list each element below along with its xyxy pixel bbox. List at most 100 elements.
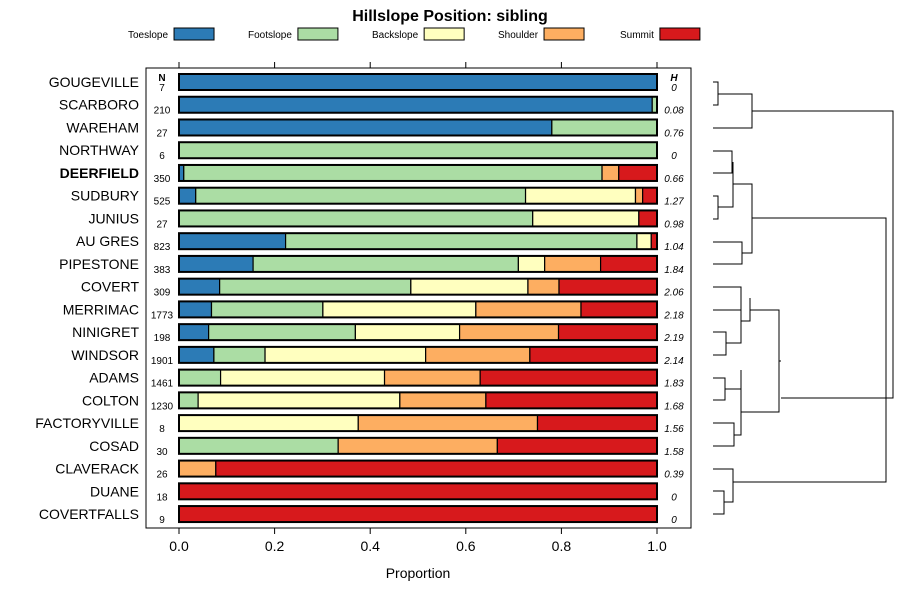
bar-sudbury-summit [642,187,658,205]
legend-label-summit: Summit [620,30,654,41]
category-label-covert: COVERT [81,279,140,295]
n-value: 198 [154,333,171,344]
category-label-au-gres: AU GRES [76,233,139,249]
h-value: 1.58 [664,447,684,458]
bar-adams-summit [479,369,658,387]
x-tick-label: 0.2 [265,538,285,554]
bar-outline-scarboro [178,95,658,114]
bar-factoryville-backslope [178,414,359,432]
dendrogram-branch [713,81,719,106]
legend-label-toeslope: Toeslope [128,30,168,41]
bar-cosad-shoulder [337,437,498,455]
category-label-scarboro: SCARBORO [59,97,139,113]
bar-junius-backslope [532,209,640,228]
bar-windsor-summit [529,346,658,364]
dendrogram [713,81,894,515]
bar-ninigret-shoulder [458,323,560,341]
x-axis-label: Proportion [386,565,451,581]
h-value: 1.84 [664,265,684,276]
bar-northway-footslope [178,141,658,159]
h-value: 0 [671,515,677,526]
bar-claverack-summit [215,459,658,478]
bar-factoryville-shoulder [357,414,539,432]
bar-pipestone-footslope [252,255,519,273]
h-value: 0 [671,492,677,503]
dendrogram-branch [713,490,725,515]
bar-colton-shoulder [399,391,487,409]
category-label-wareham: WAREHAM [66,119,139,135]
category-label-cosad: COSAD [89,438,139,454]
n-value: 1230 [151,401,174,412]
bar-ninigret-summit [557,323,658,341]
bar-outline-deerfield [178,163,658,182]
bar-outline-covertfalls [178,505,658,524]
category-label-ninigret: NINIGRET [72,324,139,340]
chart-title: Hillslope Position: sibling [352,8,548,25]
bar-outline-ninigret [178,323,658,342]
n-value: 350 [154,174,171,185]
bar-outline-adams [178,368,658,387]
n-value: 27 [156,128,168,139]
bar-cosad-summit [496,437,658,455]
bar-sudbury-backslope [524,187,637,205]
bar-outline-covert [178,277,658,296]
bar-windsor-footslope [213,346,266,364]
bar-covertfalls-summit [178,505,658,523]
bar-wareham-toeslope [178,118,553,137]
bar-merrimac-toeslope [178,300,213,318]
h-value: 1.04 [664,242,684,253]
bar-pipestone-backslope [517,255,546,273]
bar-covert-shoulder [527,278,560,296]
h-value: 2.14 [663,356,684,367]
n-value: 30 [156,447,168,458]
bar-outline-windsor [178,345,658,364]
x-tick-label: 1.0 [647,538,667,554]
bar-ninigret-footslope [208,323,356,341]
h-value: 0.39 [664,470,684,481]
bar-pipestone-summit [599,255,658,273]
bar-colton-summit [485,391,658,409]
h-labels: H 0 0.08 0.76 0 0.66 1.27 0.98 1.04 1.84 2.06 2.18… [663,73,684,526]
n-header: N [158,73,165,84]
bar-adams-footslope [178,369,222,387]
n-value: 525 [154,197,171,208]
bar-sudbury-toeslope [178,187,197,205]
bar-deerfield-footslope [183,164,603,182]
dendrogram-branch [734,389,742,436]
bar-merrimac-shoulder [475,300,582,318]
bar-windsor-toeslope [178,346,215,364]
h-value: 1.83 [664,379,684,390]
n-value: 210 [154,106,171,117]
category-label-claverack: CLAVERACK [55,461,139,477]
bar-colton-footslope [178,391,199,409]
bar-windsor-shoulder [425,346,531,364]
bar-duane-summit [178,482,658,500]
bar-claverack-shoulder [178,459,217,478]
x-tick-label: 0.4 [360,538,380,554]
bar-factoryville-summit [536,414,658,432]
n-value: 8 [159,424,165,435]
category-labels: GOUGEVILLE SCARBORO WAREHAM NORTHWAY DEERFIE… [35,74,139,522]
category-label-sudbury: SUDBURY [71,188,140,204]
plot-area [145,67,692,529]
n-value: 1461 [151,379,174,390]
bar-junius-summit [638,209,658,228]
bar-deerfield-summit [618,164,658,182]
dendrogram-branch [725,370,742,390]
bar-cosad-footslope [178,437,339,455]
legend-swatch-toeslope [173,27,215,41]
bar-windsor-backslope [264,346,427,364]
dendrogram-branch [713,377,726,401]
h-value: 0.66 [664,174,684,185]
legend-swatch-summit [659,27,701,41]
x-tick-label: 0.8 [552,538,572,554]
h-value: 0.76 [664,128,684,139]
category-label-deerfield: DEERFIELD [60,165,139,181]
bar-outline-factoryville [178,414,658,433]
bar-outline-claverack [178,459,658,478]
n-value: 26 [156,470,168,481]
bar-colton-backslope [197,391,401,409]
category-label-junius: JUNIUS [88,210,139,226]
h-value: 2.19 [663,333,684,344]
bar-outline-au-gres [178,232,658,251]
